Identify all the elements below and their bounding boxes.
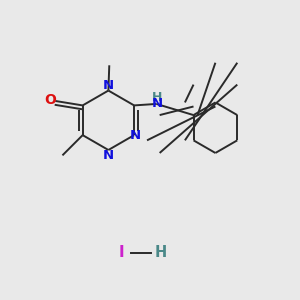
Text: N: N	[103, 79, 114, 92]
Text: O: O	[45, 93, 56, 107]
Text: I: I	[119, 245, 124, 260]
Text: N: N	[152, 98, 163, 110]
Text: N: N	[103, 149, 114, 162]
Text: N: N	[130, 129, 141, 142]
Text: H: H	[152, 91, 162, 104]
Text: H: H	[154, 245, 167, 260]
